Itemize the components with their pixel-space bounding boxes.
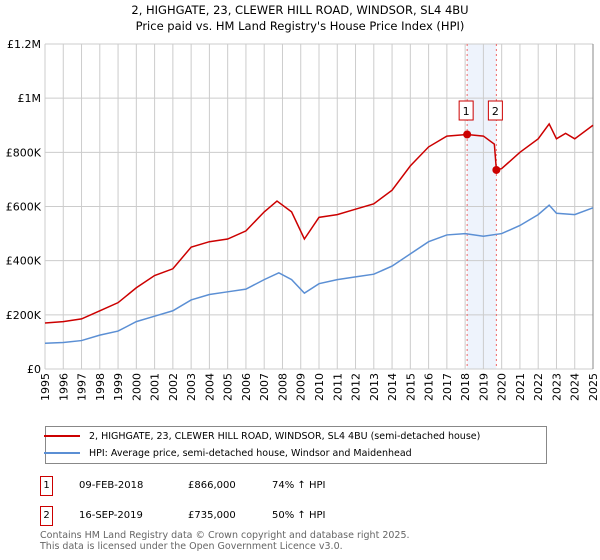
chart-title: 2, HIGHGATE, 23, CLEWER HILL ROAD, WINDS… <box>131 3 469 17</box>
x-tick-label: 2001 <box>149 373 162 401</box>
legend-item-hpi: HPI: Average price, semi-detached house,… <box>44 445 412 461</box>
footer-line: Contains HM Land Registry data © Crown c… <box>40 530 410 541</box>
y-tick-label: £1.2M <box>7 38 41 51</box>
legend: 2, HIGHGATE, 23, CLEWER HILL ROAD, WINDS… <box>44 426 547 464</box>
x-tick-label: 2000 <box>130 373 143 401</box>
x-tick-label: 2012 <box>350 373 363 401</box>
x-tick-label: 2006 <box>240 373 253 401</box>
legend-label: HPI: Average price, semi-detached house,… <box>89 447 412 459</box>
x-tick-label: 2022 <box>532 373 545 401</box>
x-tick-label: 2019 <box>477 373 490 401</box>
legend-item-property: 2, HIGHGATE, 23, CLEWER HILL ROAD, WINDS… <box>44 428 481 444</box>
price-chart: 1995 1996 1997 1998 1999 2000 2001 2002 2003 2004… <box>6 38 600 401</box>
y-tick-label: £600K <box>6 201 42 214</box>
x-tick-label: 2009 <box>295 373 308 401</box>
chart-subtitle: Price paid vs. HM Land Registry's House … <box>135 19 465 33</box>
y-tick-label: £400K <box>6 255 42 268</box>
x-tick-label: 1999 <box>112 373 125 401</box>
legend-label: 2, HIGHGATE, 23, CLEWER HILL ROAD, WINDS… <box>89 430 481 442</box>
x-tick-label: 2018 <box>459 373 472 401</box>
y-tick-label: £200K <box>6 309 42 322</box>
transaction-date: 09-FEB-2018 <box>79 480 144 491</box>
footer-line: This data is licensed under the Open Gov… <box>40 541 343 552</box>
x-tick-label: 2013 <box>368 373 381 401</box>
series-line-hpi <box>44 204 594 345</box>
x-tick-label: 2005 <box>222 373 235 401</box>
transaction-label-box <box>487 100 503 121</box>
x-tick-label: 2011 <box>331 373 344 401</box>
x-tick-label: 2010 <box>313 373 326 401</box>
y-tick-label: £1M <box>18 92 42 105</box>
transaction-date: 16-SEP-2019 <box>79 510 143 521</box>
x-tick-label: 2007 <box>258 373 271 401</box>
series-line-property <box>44 122 594 324</box>
x-tick-label: 1998 <box>94 373 107 401</box>
x-tick-label: 2014 <box>386 373 399 401</box>
x-tick-label: 2025 <box>587 373 600 401</box>
x-tick-label: 2002 <box>167 373 180 401</box>
x-tick-label: 2024 <box>569 373 582 401</box>
footer: Contains HM Land Registry data © Crown c… <box>40 530 410 552</box>
x-tick-label: 2004 <box>203 373 216 401</box>
x-tick-label: 1995 <box>39 373 52 401</box>
transaction-label: 2 <box>492 105 499 118</box>
x-tick-label: 2017 <box>441 373 454 401</box>
transaction-badge: 2 <box>40 506 53 526</box>
x-tick-label: 2008 <box>276 373 289 401</box>
x-tick-label: 1996 <box>57 373 70 401</box>
x-tick-label: 2015 <box>404 373 417 401</box>
x-tick-label: 2016 <box>423 373 436 401</box>
x-tick-label: 1997 <box>76 373 89 401</box>
transaction-badge: 1 <box>40 476 53 496</box>
transaction-point <box>492 165 501 174</box>
x-tick-label: 2020 <box>496 373 509 401</box>
transaction-hpi: 74% ↑ HPI <box>272 480 326 491</box>
transaction-price: £866,000 <box>188 480 236 491</box>
transaction-label-box <box>458 100 474 121</box>
transaction-price: £735,000 <box>188 510 236 521</box>
legend-swatch-blue <box>44 452 80 454</box>
x-tick-label: 2023 <box>550 373 563 401</box>
x-tick-label: 2021 <box>514 373 527 401</box>
transaction-point <box>463 130 472 139</box>
x-tick-label: 2003 <box>185 373 198 401</box>
y-tick-label: £0 <box>27 363 41 376</box>
legend-swatch-red <box>44 435 80 437</box>
transaction-label: 1 <box>463 105 470 118</box>
y-tick-label: £800K <box>6 146 42 159</box>
transaction-hpi: 50% ↑ HPI <box>272 510 326 521</box>
